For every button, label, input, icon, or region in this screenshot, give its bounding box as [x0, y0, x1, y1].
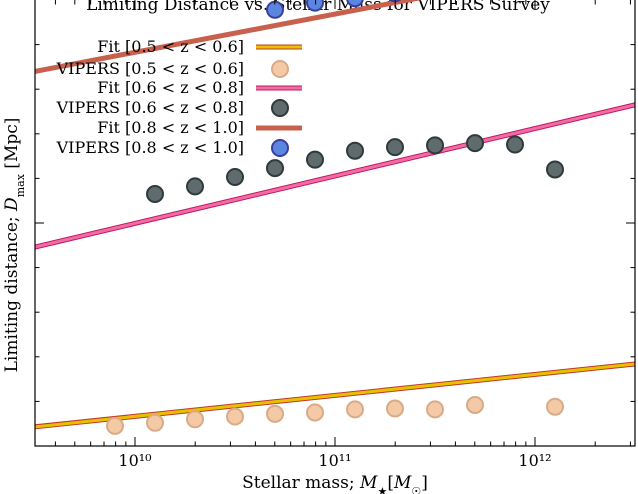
plot-area	[35, 0, 635, 435]
legend-label-4: Fit [0.8 < z < 1.0]	[97, 118, 244, 137]
legend-label-3: VIPERS [0.6 < z < 0.8]	[56, 98, 244, 117]
legend-marker-3	[271, 99, 289, 117]
axis-ticks	[35, 0, 635, 446]
data-point-s3-2	[226, 168, 244, 187]
fit-line-4	[35, 0, 422, 74]
plot-frame	[34, 0, 636, 447]
data-point-s1-8	[426, 400, 444, 419]
legend-label-0: Fit [0.5 < z < 0.6]	[97, 37, 244, 56]
data-point-s3-5	[346, 141, 364, 160]
data-point-s5-2	[346, 0, 364, 8]
data-point-s3-10	[546, 160, 564, 179]
data-point-s3-9	[506, 135, 524, 154]
data-point-s3-6	[386, 138, 404, 157]
data-point-s1-0	[106, 416, 124, 435]
data-point-s3-1	[186, 177, 204, 196]
y-axis-label: Limiting distance; Dmax [Mpc]	[2, 118, 27, 373]
legend-marker-5	[271, 139, 289, 157]
plot-clip-group	[35, 0, 635, 435]
data-point-s1-7	[386, 399, 404, 418]
data-point-s1-9	[466, 395, 484, 414]
legend-label-2: Fit [0.6 < z < 0.8]	[97, 78, 244, 97]
legend-label-5: VIPERS [0.8 < z < 1.0]	[56, 138, 244, 157]
legend-marker-1	[271, 60, 289, 78]
data-point-s3-8	[466, 134, 484, 153]
data-point-s1-2	[186, 410, 204, 429]
fit-line-0	[35, 362, 635, 429]
data-point-s1-10	[546, 397, 564, 416]
x-tick-label: 10¹¹	[318, 451, 351, 470]
data-point-s1-6	[346, 400, 364, 419]
data-point-s1-1	[146, 413, 164, 432]
x-tick-label: 10¹²	[518, 451, 551, 470]
data-point-s3-7	[426, 136, 444, 155]
data-point-s1-3	[226, 407, 244, 426]
data-point-s3-0	[146, 185, 164, 204]
fit-line-2	[35, 103, 635, 249]
legend: Fit [0.5 < z < 0.6] VIPERS [0.5 < z < 0.6…	[56, 37, 302, 157]
data-point-s1-4	[266, 404, 284, 423]
legend-label-1: VIPERS [0.5 < z < 0.6]	[56, 59, 244, 78]
data-point-s1-5	[306, 403, 324, 422]
data-point-s5-1	[306, 0, 324, 12]
x-tick-labels: 10¹⁰ 10¹¹ 10¹²	[118, 451, 551, 470]
data-point-s3-4	[306, 150, 324, 169]
x-tick-label: 10¹⁰	[118, 451, 151, 470]
data-point-s3-3	[266, 159, 284, 178]
x-axis-label: Stellar mass; M★[M☉]	[242, 473, 428, 494]
